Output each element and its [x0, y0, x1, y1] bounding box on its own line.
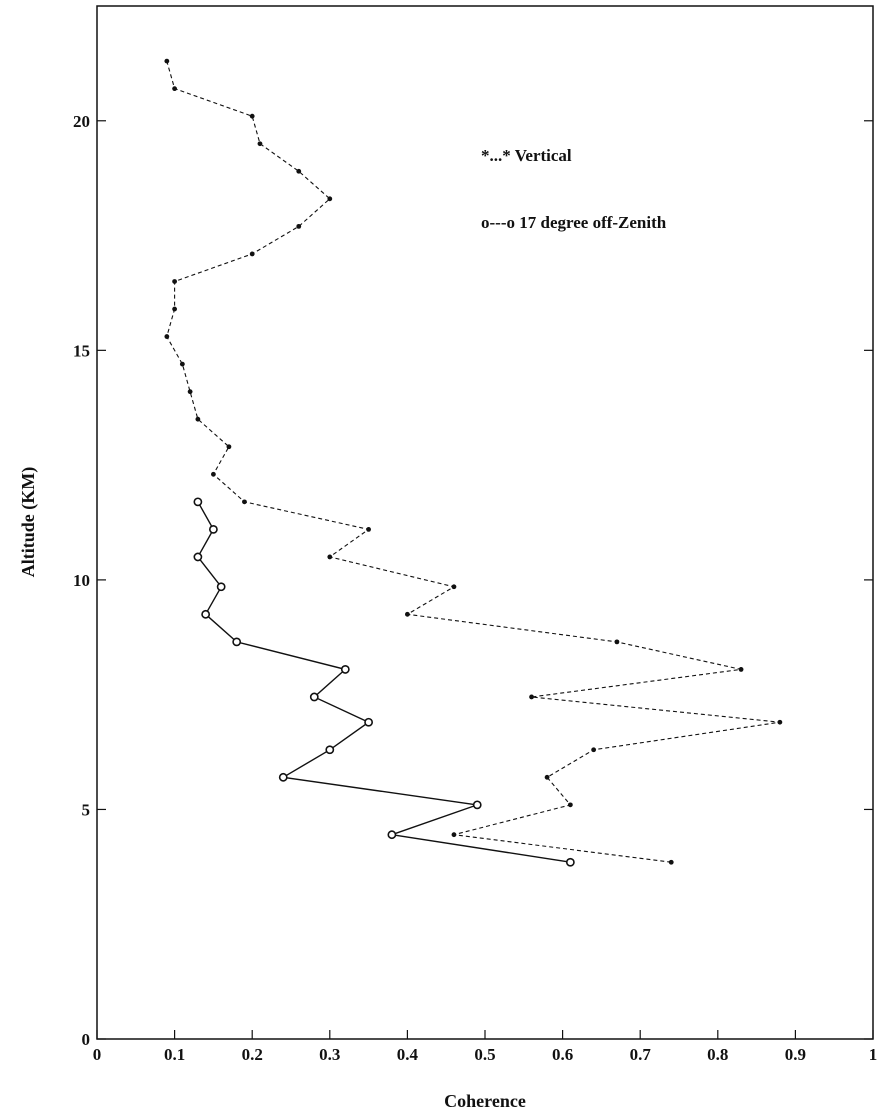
x-axis-title: Coherence [444, 1091, 526, 1111]
x-tick-label: 0.1 [164, 1045, 185, 1064]
data-point [278, 772, 288, 782]
x-tick-label: 0.5 [474, 1045, 495, 1064]
data-point [451, 584, 457, 590]
data-point [249, 251, 255, 257]
x-tick-label: 0.7 [630, 1045, 652, 1064]
series-2 [193, 497, 575, 867]
data-point [591, 747, 597, 753]
data-point [668, 859, 674, 865]
data-point [195, 416, 201, 422]
data-point [193, 552, 203, 562]
data-point [164, 58, 170, 64]
series-1 [164, 58, 783, 865]
data-point [172, 279, 178, 284]
data-point [172, 86, 178, 92]
series-line [166, 60, 780, 863]
x-tick-label: 0.2 [242, 1045, 263, 1064]
series-line [197, 501, 571, 863]
x-tick-label: 0.9 [785, 1045, 806, 1064]
y-tick-label: 15 [73, 341, 90, 360]
data-point [738, 667, 744, 672]
y-tick-label: 10 [73, 571, 90, 590]
data-point [211, 471, 216, 477]
data-point [193, 497, 203, 507]
data-point [614, 639, 620, 645]
data-point [364, 717, 373, 727]
x-tick-label: 0.4 [397, 1045, 419, 1064]
data-point [232, 637, 242, 647]
data-point [387, 830, 397, 840]
data-point [257, 141, 263, 147]
x-tick-label: 0 [93, 1045, 102, 1064]
data-point [340, 665, 350, 674]
y-tick-label: 0 [82, 1030, 91, 1049]
data-point [309, 692, 319, 702]
x-tick-label: 1 [869, 1045, 878, 1064]
data-point [296, 168, 302, 174]
data-point [242, 499, 247, 505]
data-point [405, 611, 410, 617]
data-point [472, 800, 482, 810]
legend: *...* Vertical o---o 17 degree off-Zenit… [481, 146, 667, 232]
y-tick-label: 5 [82, 800, 91, 819]
y-tick-label: 20 [73, 112, 90, 131]
y-axis-title: Altitude (KM) [18, 467, 39, 577]
data-point [226, 444, 232, 450]
data-point [187, 389, 193, 395]
data-point [164, 334, 170, 339]
legend-entry-off-zenith: o---o 17 degree off-Zenith [481, 213, 667, 232]
data-point [565, 857, 575, 867]
data-point [249, 113, 255, 119]
data-point [529, 694, 534, 700]
data-point [327, 196, 333, 202]
x-tick-label: 0.3 [319, 1045, 340, 1064]
series-layer [164, 58, 783, 867]
data-point [451, 832, 457, 838]
data-point [201, 609, 211, 619]
data-point [172, 306, 178, 312]
data-point [544, 774, 550, 780]
data-point [296, 223, 302, 229]
legend-entry-vertical: *...* Vertical [481, 146, 572, 165]
data-point [567, 802, 573, 808]
data-point [208, 524, 218, 534]
data-point [777, 719, 783, 725]
data-point [325, 745, 335, 755]
data-point [366, 526, 371, 532]
data-point [327, 554, 333, 560]
data-point [216, 582, 226, 592]
data-point [179, 361, 185, 367]
x-tick-label: 0.6 [552, 1045, 573, 1064]
x-tick-label: 0.8 [707, 1045, 728, 1064]
